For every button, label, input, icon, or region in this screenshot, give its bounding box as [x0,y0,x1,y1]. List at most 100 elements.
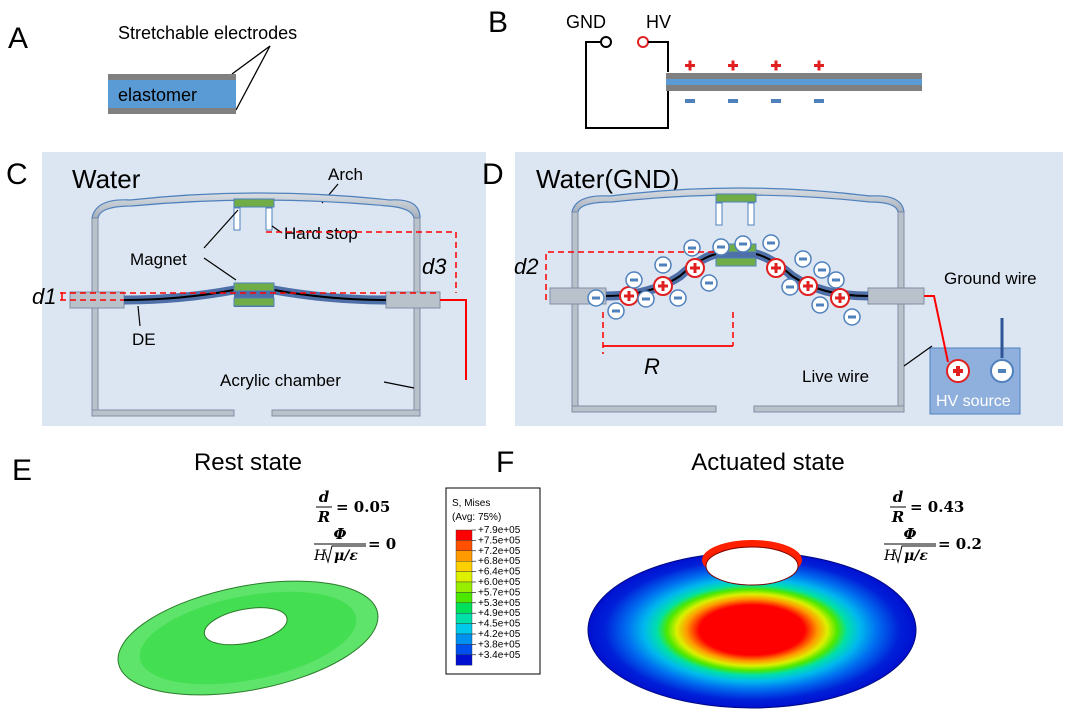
hv-source-box [929,347,1021,415]
legend-title-2: (Avg: 75%) [452,512,501,523]
d-magnet-base [715,257,757,267]
c-right-wall [413,217,421,413]
e-eq2-value: = 0 [368,535,396,553]
e-eq1-value: = 0.05 [336,498,390,516]
rest-state-disc [117,580,379,696]
legend-level-label: +6.8e+05 [478,556,521,567]
negative-charge [654,256,672,274]
b-charges [685,60,824,103]
elastomer-layer [108,80,236,108]
e-eq1-den: R [317,508,330,526]
electrodes-leader-bottom [235,45,271,111]
panel-a: A Stretchable electrodes elastomer [8,22,297,114]
bottom-electrode [108,108,236,114]
negative-charge [811,296,829,314]
panel-letter-d: D [482,158,504,191]
legend-level-label: +3.8e+05 [478,639,521,650]
b-positive-charge [814,60,824,71]
legend-swatch [455,581,473,593]
b-positive-charge [771,60,781,71]
panel-letter-e: E [12,454,32,487]
positive-charge [830,288,850,308]
gnd-label: GND [566,12,606,32]
actuated-state-dome [587,540,917,709]
negative-charge [813,261,831,279]
legend-level-label: +4.9e+05 [478,608,521,619]
d-magnet-body [716,252,756,260]
live-wire-leader [903,345,933,367]
b-bottom-electrode [666,85,922,91]
d1-label: d1 [32,284,56,309]
de-label: DE [132,330,156,349]
d-charges [587,234,861,326]
top-magnet [233,198,275,208]
d-right-wall [897,211,905,409]
legend-level-label: +3.4e+05 [478,650,521,661]
hv-label: HV [646,12,671,32]
legend-level-label: +5.3e+05 [478,598,521,609]
legend-title-1: S, Mises [452,498,490,509]
stress-legend: S, Mises (Avg: 75%) +7.9e+05+7.5e+05+7.2… [445,487,541,675]
f-eq2-root [894,545,936,564]
f-title: Actuated state [691,449,844,476]
legend-swatch [455,571,473,583]
magnet-leader-bottom [203,257,237,281]
hard-stop-right [265,207,273,231]
panel-letter-c: C [6,158,28,191]
negative-charge [637,290,655,308]
negative-charge [843,308,861,326]
d-floor-right [753,405,905,413]
electrodes-label: Stretchable electrodes [118,23,297,43]
legend-level-label: +4.2e+05 [478,629,521,640]
magnet-leader-top [203,209,239,249]
f-eq2-den-prefix: H [883,548,897,564]
legend-swatch [455,644,473,656]
negative-charge [762,234,780,252]
e-eq2-root [324,545,366,564]
d3-dashed [266,231,457,293]
legend-swatch [455,561,473,572]
positive-charge [619,286,639,306]
negative-charge [734,235,752,253]
panel-f: F Actuated state d R = 0.43 Φ H μ/ε = 0.… [496,446,982,709]
d-title: Water(GND) [536,164,679,194]
gnd-terminal [600,36,612,48]
negative-charge [587,289,605,307]
f-eq1-den: R [891,508,904,526]
e-equations: d R = 0.05 Φ H μ/ε = 0 [313,488,396,564]
d2-label: d2 [514,254,538,279]
bottom-magnet-base [233,297,275,307]
hard-stop-label: Hard stop [284,224,358,243]
live-wire-label: Live wire [802,367,869,386]
negative-charge [794,250,812,268]
panel-d: D Water(GND) d2 R HV source [482,152,1063,426]
b-negative-charge [685,99,695,103]
legend-level-label: +5.7e+05 [478,587,521,598]
live-wire [924,295,949,363]
negative-charge [700,274,718,292]
magnet-label: Magnet [130,250,187,269]
panel-c: C Water Arch Hard stop Magnet d1 [6,152,486,426]
f-eq2-num: Φ [903,525,916,543]
d-right-clamp [867,287,925,305]
legend-level-label: +6.0e+05 [478,577,521,588]
d-hard-stop-right [747,202,755,226]
f-equations: d R = 0.43 Φ H μ/ε = 0.2 [883,488,982,564]
r-label: R [644,354,660,379]
negative-charge [683,239,701,257]
panel-b: B GND HV [488,6,922,129]
c-floor-right [271,409,421,417]
chamber-leader [383,381,415,389]
negative-charge [625,271,643,289]
legend-swatch [455,633,473,645]
c-right-clamp [385,291,441,309]
f-eq1-value: = 0.43 [910,498,964,516]
e-eq2-den-root: μ/ε [334,548,358,564]
positive-charge [766,258,786,278]
panel-letter-f: F [496,446,514,479]
f-eq2-den-root: μ/ε [904,548,928,564]
positive-charge [653,276,673,296]
legend-swatch [455,602,473,614]
positive-charge [685,258,705,278]
d3-label: d3 [422,254,447,279]
